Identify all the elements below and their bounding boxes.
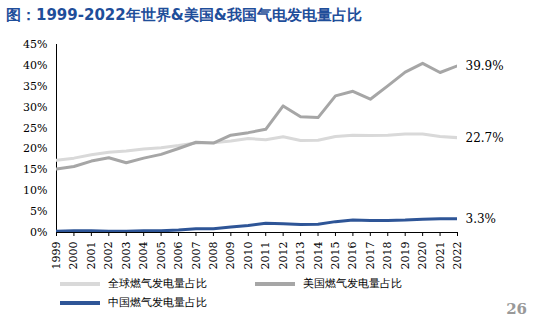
svg-text:10%: 10% — [23, 184, 47, 197]
svg-text:30%: 30% — [23, 101, 47, 114]
svg-text:2019: 2019 — [399, 242, 412, 270]
svg-text:2007: 2007 — [189, 242, 202, 270]
html-text:全球燃气发电量占比: 全球燃气发电量占比 — [108, 277, 207, 290]
svg-text:2017: 2017 — [364, 242, 377, 270]
html-text:中国燃气发电量占比: 中国燃气发电量占比 — [108, 296, 207, 309]
svg-text:5%: 5% — [30, 205, 47, 218]
svg-text:2002: 2002 — [102, 242, 115, 270]
html-text:美国燃气发电量占比: 美国燃气发电量占比 — [303, 277, 402, 290]
svg-text:2003: 2003 — [120, 242, 133, 270]
svg-text:2015: 2015 — [329, 242, 342, 270]
svg-text:0%: 0% — [30, 226, 47, 239]
svg-text:2000: 2000 — [67, 242, 80, 270]
svg-text:15%: 15% — [23, 163, 47, 176]
svg-text:2018: 2018 — [381, 242, 394, 270]
html-text:图：1999-2022年世界&美国&我国气电发电量占比: 图：1999-2022年世界&美国&我国气电发电量占比 — [6, 6, 362, 24]
svg-text:2004: 2004 — [137, 242, 150, 270]
svg-text:22.7%: 22.7% — [466, 131, 504, 145]
svg-text:2014: 2014 — [312, 242, 325, 270]
svg-text:39.9%: 39.9% — [466, 59, 504, 73]
svg-text:20%: 20% — [23, 142, 47, 155]
svg-text:35%: 35% — [23, 80, 47, 93]
svg-text:2001: 2001 — [85, 242, 98, 270]
svg-text:2010: 2010 — [242, 242, 255, 270]
svg-text:2022: 2022 — [451, 242, 464, 270]
svg-text:2021: 2021 — [434, 242, 447, 270]
svg-text:2013: 2013 — [294, 242, 307, 270]
svg-text:40%: 40% — [23, 59, 47, 72]
svg-text:2016: 2016 — [346, 242, 359, 270]
svg-text:45%: 45% — [23, 38, 47, 51]
svg-text:2006: 2006 — [172, 242, 185, 270]
html-text:26: 26 — [506, 300, 527, 318]
svg-text:2009: 2009 — [224, 242, 237, 270]
svg-text:2012: 2012 — [277, 242, 290, 270]
svg-text:25%: 25% — [23, 122, 47, 135]
svg-text:1999: 1999 — [50, 242, 63, 270]
svg-text:2020: 2020 — [416, 242, 429, 270]
svg-text:3.3%: 3.3% — [466, 212, 497, 226]
svg-text:2008: 2008 — [207, 242, 220, 270]
svg-text:2011: 2011 — [259, 242, 272, 270]
svg-text:2005: 2005 — [155, 242, 168, 270]
